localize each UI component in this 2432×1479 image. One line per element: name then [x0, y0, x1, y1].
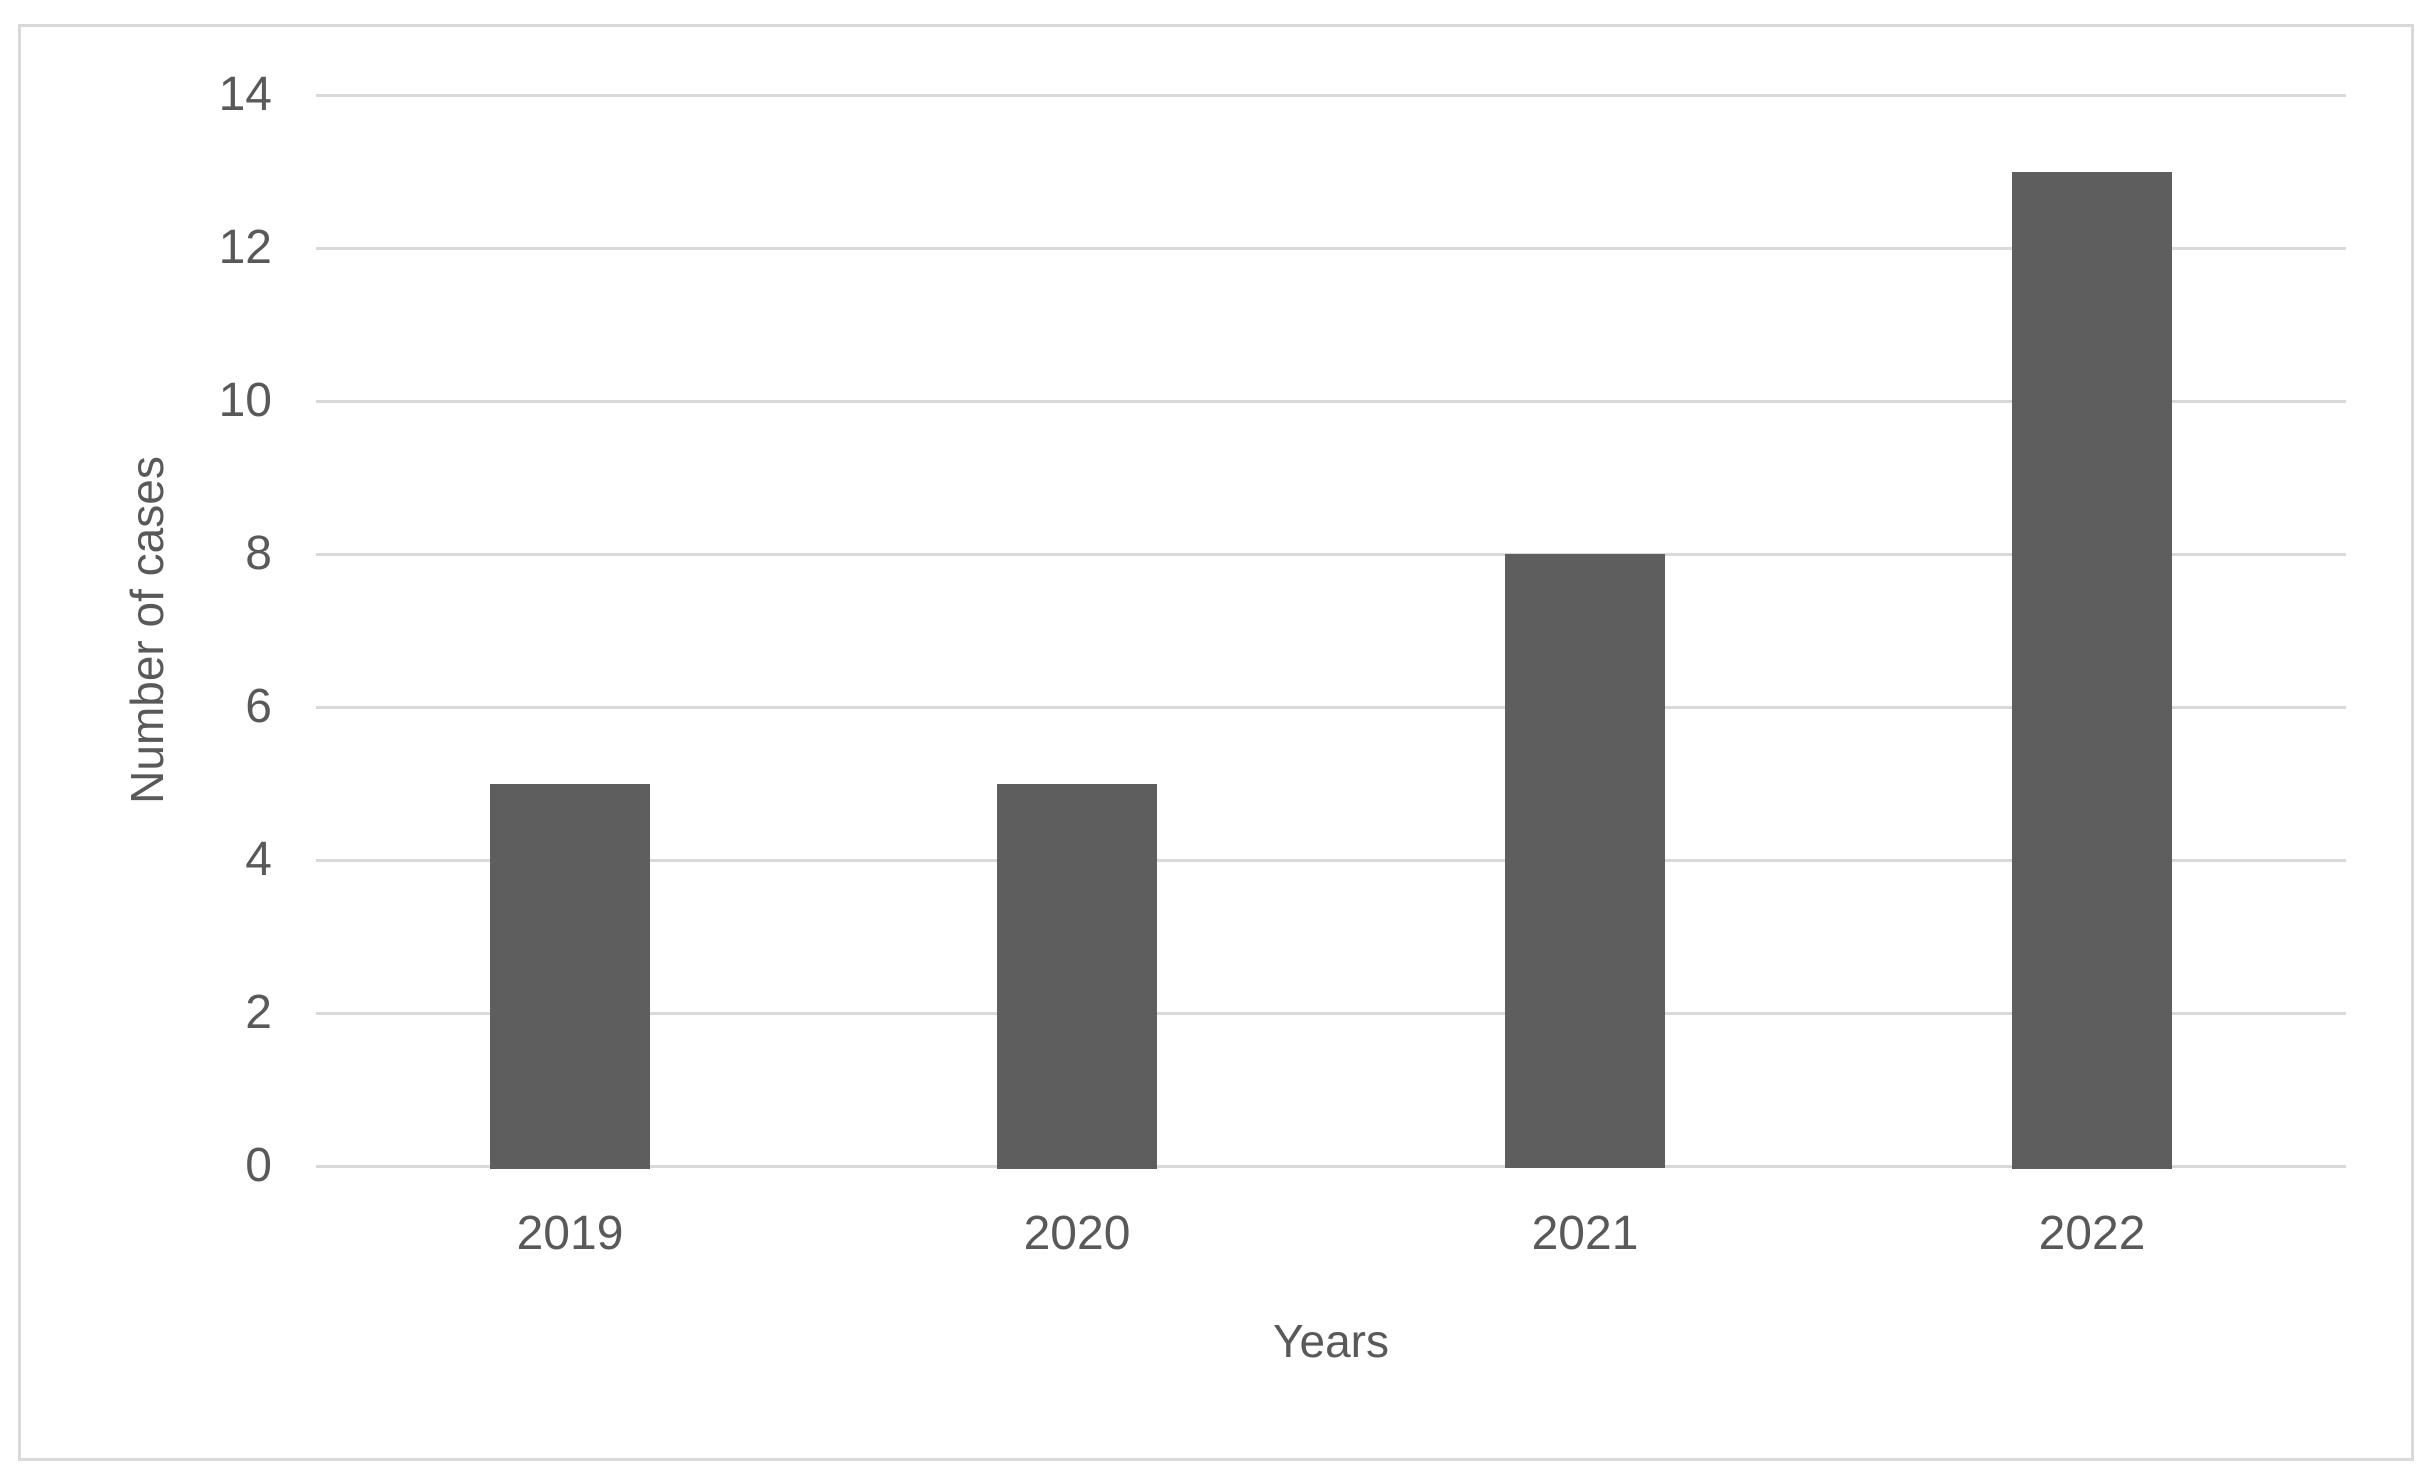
gridline-y8: [316, 553, 2346, 556]
x-tick-label: 2019: [516, 1207, 624, 1260]
y-tick-label: 12: [218, 221, 272, 274]
y-tick-label: 14: [218, 68, 272, 121]
gridline-y10: [316, 400, 2346, 403]
y-tick-label: 0: [245, 1139, 272, 1192]
x-tick-label: 2020: [1023, 1207, 1131, 1260]
y-tick-label: 2: [245, 986, 272, 1039]
gridline-y2: [316, 1012, 2346, 1015]
y-tick-label: 8: [245, 527, 272, 580]
y-tick-label: 6: [245, 680, 272, 733]
x-tick-label: 2022: [2038, 1207, 2146, 1260]
bar-2020: [997, 784, 1157, 1169]
gridline-y6: [316, 706, 2346, 709]
bar-2021: [1505, 554, 1665, 1168]
bar-2019: [490, 784, 650, 1169]
x-axis-title: Years: [1273, 1315, 1389, 1367]
gridline-y12: [316, 247, 2346, 250]
y-tick-label: 4: [245, 833, 272, 886]
gridline-y0: [316, 1165, 2346, 1168]
gridline-y14: [316, 94, 2346, 97]
gridline-y4: [316, 859, 2346, 862]
x-tick-label: 2021: [1531, 1207, 1639, 1260]
y-tick-label: 10: [218, 374, 272, 427]
bar-2022: [2012, 172, 2172, 1169]
y-axis-title: Number of cases: [121, 456, 173, 804]
